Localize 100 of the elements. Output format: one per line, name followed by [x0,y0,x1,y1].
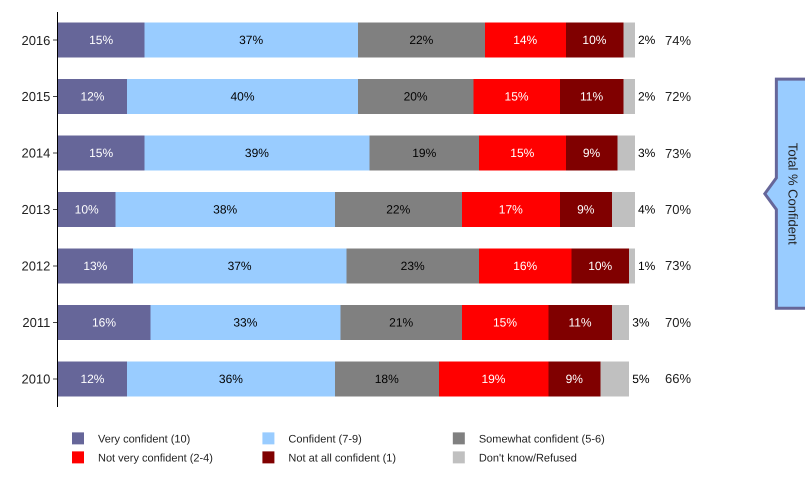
text: 73% [665,258,692,273]
data-label: 4% [638,202,656,216]
bar [566,136,618,171]
bar [58,192,116,227]
bar [334,361,439,396]
bar [548,304,612,340]
bar [370,136,480,171]
data-label: 11% [580,90,604,104]
data-label: 18% [374,372,400,386]
data-label: 9% [582,146,601,160]
data-label: 19% [481,372,506,386]
bar [346,248,480,284]
bar [438,361,548,396]
bar [462,192,560,227]
data-label: 9% [566,372,584,386]
legend-label: Confident (7-9) [288,434,362,446]
bar [618,136,635,171]
data-label: 3% [632,315,650,330]
legend-label: Don't know/Refused [478,452,577,465]
data-label: 33% [233,315,258,330]
data-label: 22% [409,33,434,48]
bar [358,79,474,114]
data-label: 2% [638,33,656,48]
bar [340,304,462,340]
bar [484,22,566,58]
text: 70% [665,202,692,217]
bar [58,304,150,340]
y-tick-label: 2012 [21,258,50,274]
data-label: 15% [504,90,529,104]
data-label: 15% [510,146,535,160]
legend-label: Very confident (10) [98,434,190,446]
y-tick-label: 2016 [21,32,50,48]
bar [127,361,335,396]
bar [560,192,612,227]
data-label: 10% [588,258,613,273]
data-label: 20% [404,90,428,104]
data-label: 23% [400,258,426,273]
bar [479,248,572,284]
y-tick-label: 2014 [21,146,50,161]
text: 73% [665,146,692,161]
text: 72% [665,89,692,104]
legend-label: Not at all confident (1) [288,452,396,465]
data-label: 15% [89,146,114,160]
data-label: 19% [412,146,437,160]
data-label: 2% [638,90,656,104]
bar [144,136,370,171]
data-label: 12% [80,372,105,386]
data-label: 16% [92,315,116,330]
y-tick-label: 2015 [21,89,50,104]
text: 74% [665,33,692,48]
bar [58,79,128,114]
data-label: 39% [244,146,270,160]
bar [144,22,358,58]
data-label: 16% [513,258,538,273]
bar [612,192,635,227]
data-label: 22% [386,202,411,216]
data-label: 12% [80,90,105,104]
data-label: 14% [513,33,538,48]
data-label: 10% [74,202,100,216]
data-label: 5% [632,372,650,386]
bar [334,192,462,227]
bar [58,22,145,58]
data-label: 15% [493,315,518,330]
bar [462,304,548,340]
data-label: 9% [577,202,595,216]
bar [58,248,134,284]
bar [58,136,145,171]
legend-label: Somewhat confident (5-6) [478,434,605,446]
bar [358,22,485,58]
bar [473,79,560,114]
bar [600,361,630,396]
y-tick-label: 2013 [21,202,50,218]
data-label: 10% [582,33,607,48]
bar [623,79,635,114]
data-label: 38% [213,202,238,216]
data-label: 15% [89,33,114,48]
text: Total % Confident [786,142,801,246]
data-label: 37% [239,33,264,48]
data-label: 37% [228,258,252,273]
bar [572,248,630,284]
bar [479,136,566,171]
bar [629,248,635,284]
data-label: 13% [83,258,108,273]
bar [623,22,635,58]
y-tick-label: 2011 [22,314,50,330]
bar [127,79,358,114]
bar [560,79,624,114]
data-label: 17% [498,202,524,216]
data-label: 36% [218,372,244,386]
text: 70% [665,315,692,330]
bar [548,361,600,396]
bar [612,304,630,340]
bar [566,22,624,58]
data-label: 11% [568,315,592,330]
data-label: 21% [389,315,414,330]
legend-label: Not very confident (2-4) [98,452,213,465]
data-label: 40% [230,90,255,104]
bar [150,304,341,340]
bar [58,361,128,396]
data-label: 3% [638,146,656,160]
